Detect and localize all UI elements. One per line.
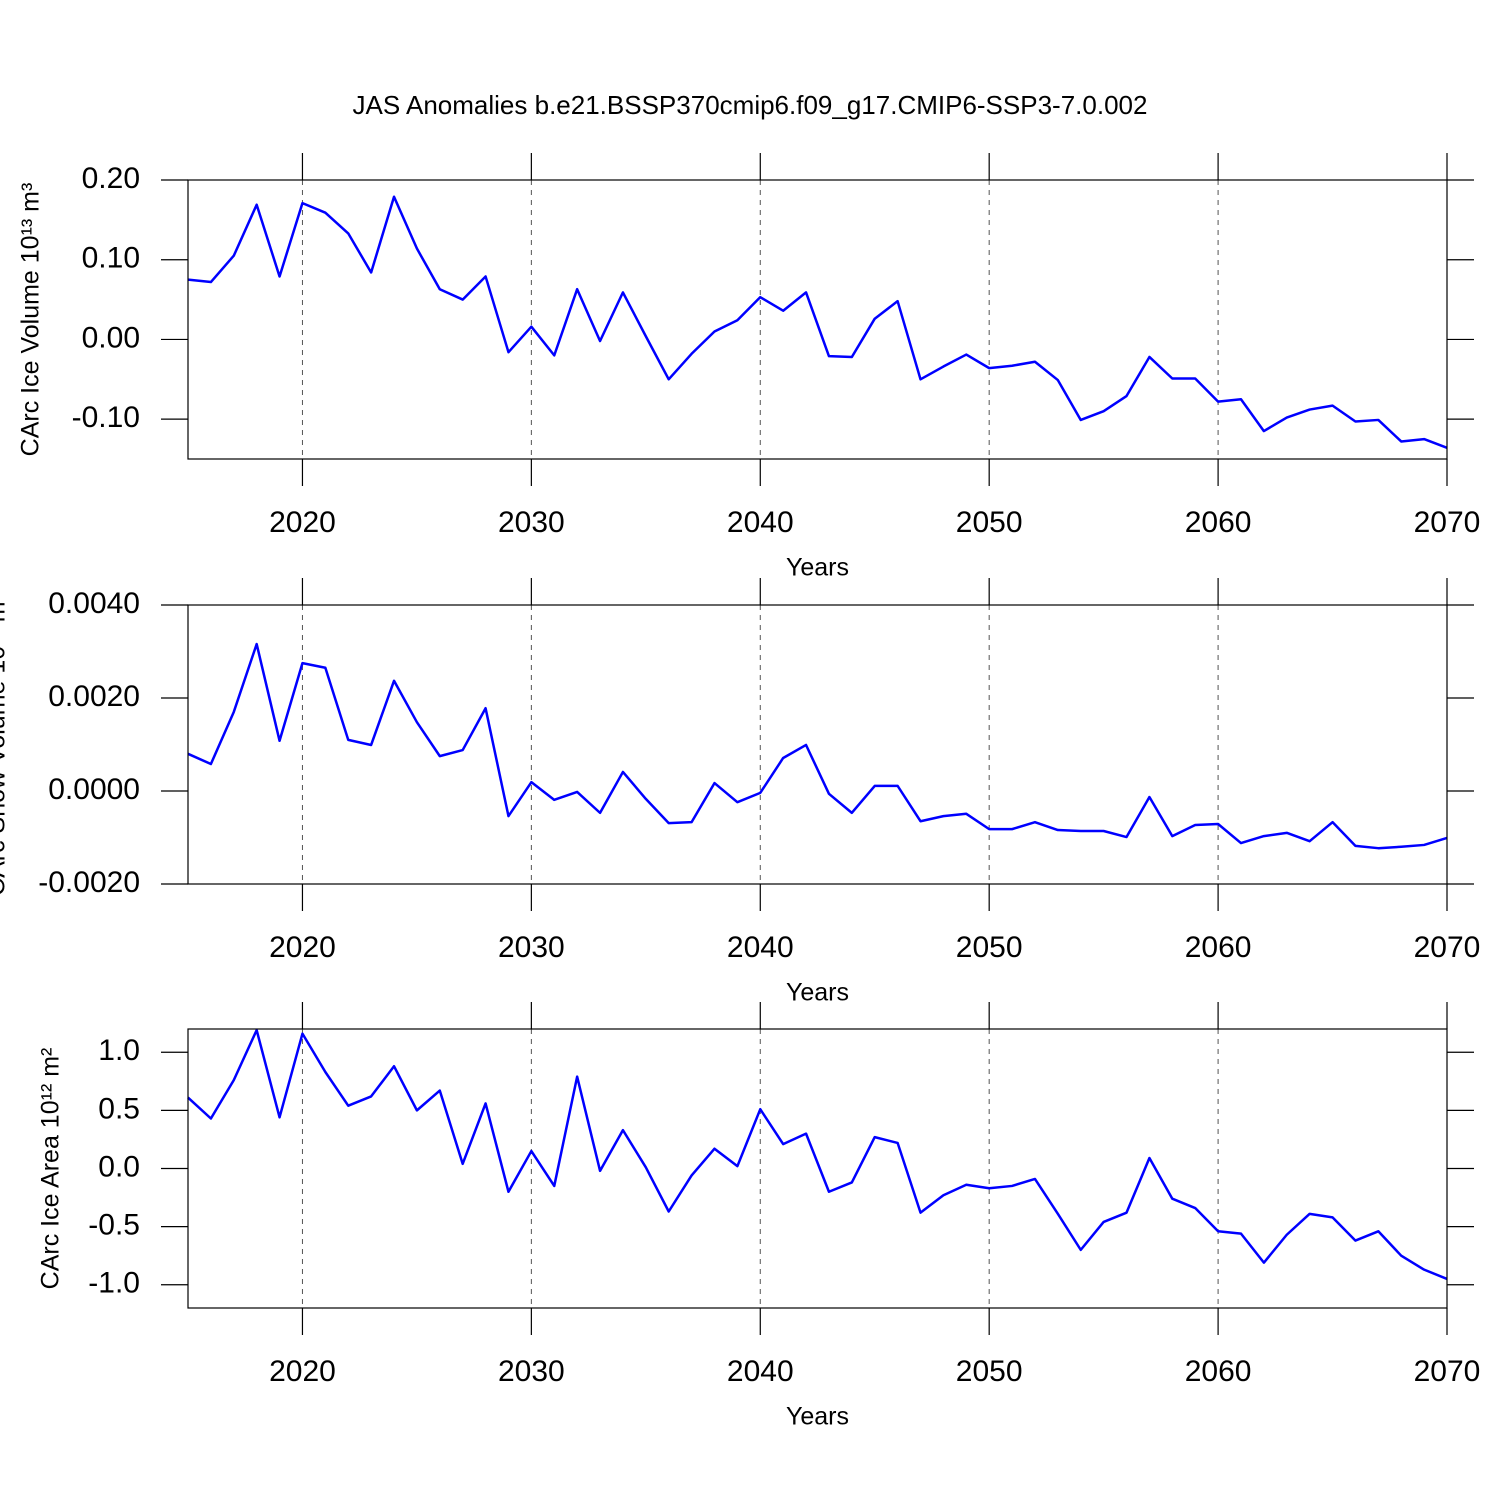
- y-tick-label: 0.0000: [48, 773, 140, 806]
- data-line: [187, 1028, 1448, 1281]
- x-tick-label: 2050: [956, 1355, 1023, 1388]
- x-axis-title: Years: [786, 1403, 849, 1431]
- x-tick-label: 2050: [956, 506, 1023, 539]
- data-line: [187, 642, 1448, 850]
- y-tick-label: -0.0020: [38, 866, 140, 899]
- x-tick-label: 2030: [498, 1355, 565, 1388]
- x-tick-label: 2040: [727, 931, 794, 964]
- plot-frame: [187, 1028, 1448, 1309]
- y-tick-label: 0.20: [82, 162, 140, 195]
- y-tick-label: -1.0: [88, 1267, 140, 1300]
- y-tick-label: 0.0040: [48, 587, 140, 620]
- y-tick-label: 0.00: [82, 321, 140, 354]
- y-tick-label: -0.5: [88, 1209, 140, 1242]
- y-tick-label: 0.5: [98, 1092, 140, 1125]
- y-tick-label: 0.0: [98, 1150, 140, 1183]
- x-tick-label: 2040: [727, 506, 794, 539]
- y-axis-title: CArc Ice Volume 10¹³ m³: [17, 183, 45, 457]
- chart-title: JAS Anomalies b.e21.BSSP370cmip6.f09_g17…: [353, 90, 1148, 120]
- y-tick-label: 0.0020: [48, 680, 140, 713]
- x-axis-title: Years: [786, 979, 849, 1007]
- x-tick-label: 2050: [956, 931, 1023, 964]
- y-tick-label: 1.0: [98, 1034, 140, 1067]
- x-tick-label: 2020: [269, 506, 336, 539]
- x-tick-label: 2070: [1414, 506, 1481, 539]
- x-tick-label: 2060: [1185, 1355, 1252, 1388]
- x-tick-label: 2060: [1185, 506, 1252, 539]
- x-axis-title: Years: [786, 554, 849, 582]
- data-line: [187, 195, 1448, 450]
- x-tick-label: 2030: [498, 506, 565, 539]
- y-tick-label: -0.10: [72, 401, 140, 434]
- y-axis-title: CArc Ice Area 10¹² m²: [37, 1048, 65, 1290]
- x-tick-label: 2060: [1185, 931, 1252, 964]
- x-tick-label: 2040: [727, 1355, 794, 1388]
- x-tick-label: 2020: [269, 1355, 336, 1388]
- x-tick-label: 2030: [498, 931, 565, 964]
- y-tick-label: 0.10: [82, 242, 140, 275]
- y-axis-title: CArc Snow Volume 10¹³ m³: [0, 593, 11, 896]
- x-tick-label: 2020: [269, 931, 336, 964]
- plot-frame: [187, 179, 1448, 460]
- plot-frame: [187, 604, 1448, 885]
- x-tick-label: 2070: [1414, 1355, 1481, 1388]
- x-tick-label: 2070: [1414, 931, 1481, 964]
